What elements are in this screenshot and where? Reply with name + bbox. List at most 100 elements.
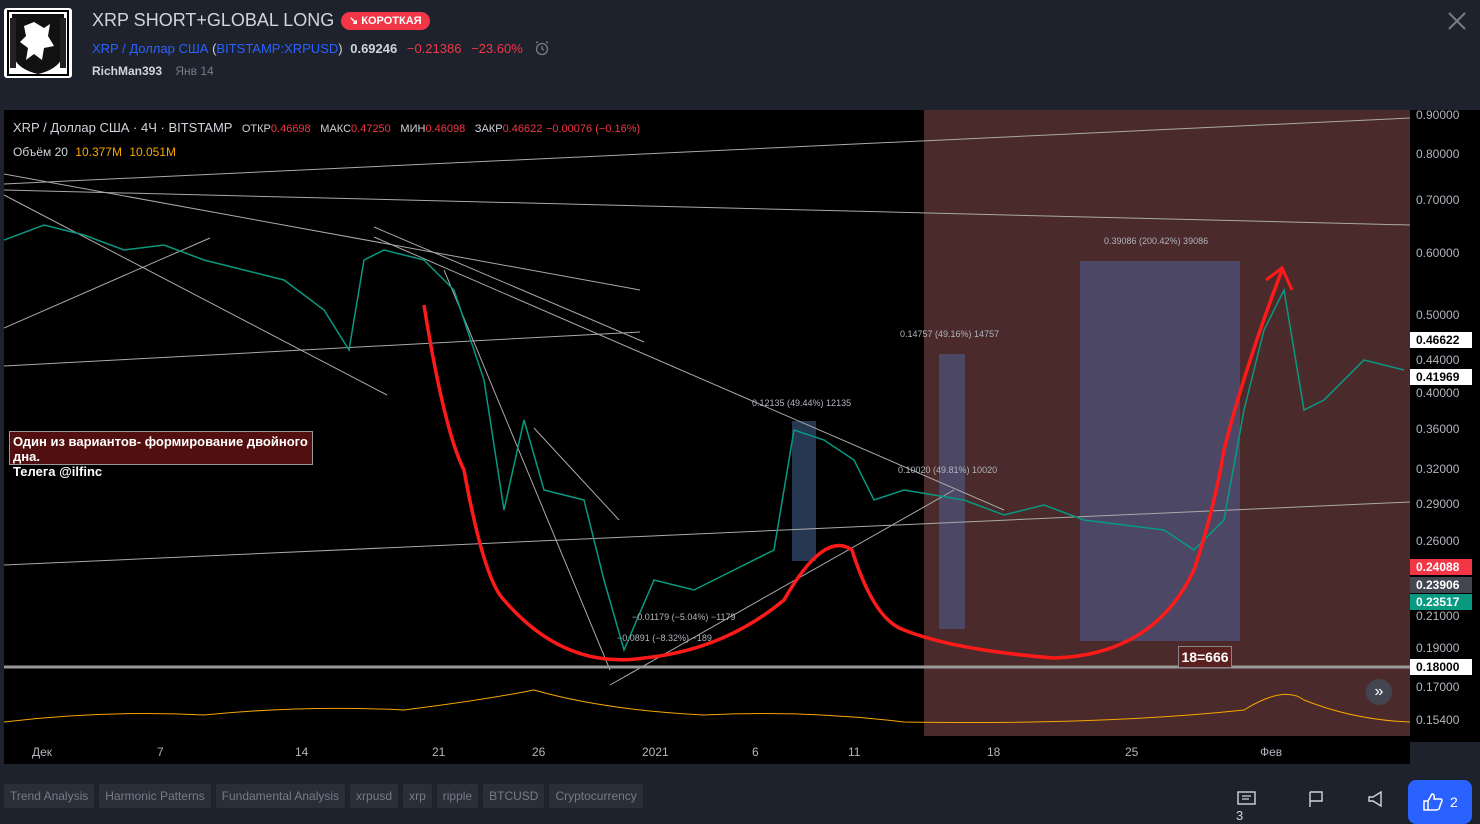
time-tick: 18 (987, 745, 1001, 759)
legend-symbol: XRP / Доллар США · 4Ч · BITSTAMP (13, 120, 233, 135)
tag-xrpusd[interactable]: xrpusd (350, 784, 399, 808)
time-tick: 11 (848, 745, 861, 759)
megaphone-icon (1368, 790, 1382, 808)
idea-title: XRP SHORT+GLOBAL LONG (92, 10, 335, 30)
time-tick: 6 (752, 745, 759, 759)
time-tick: Фев (1260, 745, 1283, 759)
measure-label: 0.10020 (49.81%) 10020 (898, 465, 998, 475)
symbol-ticker-link[interactable]: BITSTAMP:XRPUSD (216, 40, 339, 56)
measure-box-blue (792, 421, 816, 561)
red-pattern-curve (422, 269, 1284, 662)
publish-date: Янв 14 (175, 64, 214, 78)
tag-xrp[interactable]: xrp (403, 784, 432, 808)
author-name[interactable]: RichMan393 (92, 64, 163, 78)
tag-cryptocurrency[interactable]: Cryptocurrency (549, 784, 643, 808)
comments-button[interactable]: 3 (1236, 790, 1258, 823)
chart-note: Один из вариантов- формирование двойного… (9, 431, 313, 479)
volume-value-2: 10.051M (129, 145, 177, 159)
alarm-clock-icon[interactable] (534, 40, 550, 59)
price-marker: 0.23517 (1410, 594, 1472, 610)
note-line-1: Один из вариантов- формирование двойного… (13, 434, 308, 464)
price-tick: 0.50000 (1416, 308, 1460, 322)
time-tick: 14 (295, 745, 309, 759)
comment-icon (1237, 791, 1256, 805)
price-tick: 0.19000 (1416, 641, 1460, 655)
like-button[interactable]: 2 (1408, 780, 1472, 824)
tag-fundamental-analysis[interactable]: Fundamental Analysis (215, 784, 346, 808)
red-arrow-head (1265, 265, 1294, 291)
time-tick: 2021 (642, 745, 669, 759)
last-price: 0.69246 (350, 40, 398, 56)
time-tick: Дек (32, 745, 53, 759)
author-line: RichMan393 Янв 14 (92, 64, 214, 78)
price-tick: 0.80000 (1416, 147, 1460, 161)
ohlc-open: 0.46698 (270, 123, 311, 135)
chart-drawing (4, 110, 1410, 736)
volume-ma-line (4, 689, 1410, 723)
measure-label: 0.14757 (49.16%) 14757 (900, 329, 1000, 339)
volume-legend: Объём 20 10.377M 10.051M (13, 145, 176, 159)
ohlc-change: −0.00076 (−0.16%) (545, 123, 641, 135)
likes-count: 2 (1450, 794, 1458, 810)
tag-trend-analysis[interactable]: Trend Analysis (4, 784, 95, 808)
price-marker: 0.24088 (1410, 559, 1472, 575)
measure-label: 0.39086 (200.42%) 39086 (1104, 236, 1209, 246)
idea-header: XRP SHORT+GLOBAL LONG ↘ КОРОТКАЯ XRP / Д… (0, 0, 1480, 108)
volume-value-1: 10.377M (75, 145, 122, 159)
ohlc-high: 0.47250 (351, 123, 391, 135)
time-tick: 25 (1125, 745, 1139, 759)
price-tick: 0.40000 (1416, 386, 1460, 400)
measure-box-large (1080, 261, 1240, 641)
price-marker: 0.46622 (1410, 332, 1472, 348)
count-tag: 18=666 (1178, 646, 1232, 668)
price-marker: 0.23906 (1410, 577, 1472, 593)
volume-label: Объём 20 (13, 145, 68, 159)
heraldic-lion-icon (7, 10, 69, 76)
report-flag-button[interactable] (1306, 790, 1326, 814)
author-avatar[interactable] (4, 8, 72, 78)
note-line-2: Телега @ilfinc (13, 464, 103, 479)
measure-label: 0.12135 (49.44%) 12135 (752, 398, 852, 408)
price-marker: 0.41969 (1410, 369, 1472, 385)
close-icon[interactable] (1446, 10, 1468, 32)
comments-count: 3 (1236, 808, 1244, 823)
tag-btcusd[interactable]: BTCUSD (483, 784, 545, 808)
price-tick: 0.26000 (1416, 534, 1460, 548)
measure-label: −0.0891 (−8.32%) −189 (617, 633, 712, 643)
ohlc-low: 0.46098 (425, 123, 466, 135)
scroll-to-realtime-button[interactable]: » (1366, 679, 1392, 705)
share-button[interactable] (1366, 790, 1386, 814)
symbol-close-paren: ) (338, 40, 343, 56)
price-tick: 0.15400 (1416, 713, 1460, 727)
price-tick: 0.60000 (1416, 246, 1460, 260)
time-tick: 26 (532, 745, 546, 759)
time-tick: 7 (157, 745, 164, 759)
price-tick: 0.36000 (1416, 422, 1460, 436)
candles (4, 224, 1405, 653)
price-change: −0.21386 (406, 40, 462, 56)
price-tick: 0.17000 (1416, 680, 1460, 694)
symbol-line: XRP / Доллар США (BITSTAMP:XRPUSD) 0.692… (92, 40, 550, 59)
symbol-name-link[interactable]: XRP / Доллар США (92, 40, 209, 56)
flag-icon (1309, 791, 1323, 807)
ohlc-close: 0.46622 (502, 123, 543, 135)
price-tick: 0.44000 (1416, 353, 1460, 367)
chart-canvas[interactable] (4, 110, 1410, 736)
trend-lines (4, 117, 1410, 686)
price-marker: 0.18000 (1410, 659, 1472, 675)
price-tick: 0.21000 (1416, 609, 1460, 623)
short-badge: ↘ КОРОТКАЯ (341, 12, 430, 30)
symbol-open-paren: ( (212, 40, 217, 56)
price-tick: 0.70000 (1416, 193, 1460, 207)
price-tick: 0.29000 (1416, 497, 1460, 511)
idea-tags: Trend Analysis Harmonic Patterns Fundament… (4, 784, 648, 808)
time-scale[interactable] (4, 736, 1410, 764)
tag-ripple[interactable]: ripple (436, 784, 479, 808)
chart-legend: XRP / Доллар США · 4Ч · BITSTAMP ОТКР0.4… (13, 120, 641, 135)
price-scale[interactable] (1410, 110, 1480, 742)
measure-label: −0.01179 (−5.04%) −1179 (632, 612, 736, 622)
time-tick: 21 (432, 745, 446, 759)
tag-harmonic-patterns[interactable]: Harmonic Patterns (99, 784, 211, 808)
thumbs-up-icon (1423, 793, 1443, 811)
price-tick: 0.90000 (1416, 108, 1460, 122)
